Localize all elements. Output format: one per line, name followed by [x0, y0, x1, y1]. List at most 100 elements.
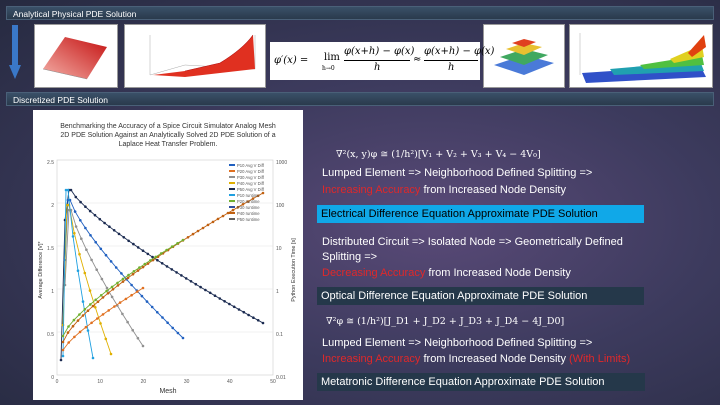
x-axis-label: Mesh: [159, 388, 176, 395]
series-runtime-orange-point: [241, 203, 245, 206]
series-gray-point: [74, 225, 78, 228]
series-dark-point: [88, 209, 92, 213]
legend-entry: P30 runtime: [237, 205, 260, 210]
series-runtime-green-point: [149, 259, 152, 262]
series-runtime-green-point: [83, 308, 87, 311]
legend-swatch: [229, 170, 235, 172]
text-accuracy-2: Decreasing Accuracy from Increased Node …: [322, 267, 571, 279]
series-dark-point: [151, 255, 154, 259]
series-dark-point: [256, 319, 260, 322]
text-distributed-1: Distributed Circuit => Isolated Node => …: [322, 236, 623, 248]
series-runtime-light-point: [124, 297, 128, 301]
series-blue-point: [89, 234, 92, 237]
series-blue-point: [156, 311, 159, 314]
legend-swatch: [229, 164, 235, 166]
series-dark-point: [59, 358, 63, 362]
series-runtime-orange-point: [61, 340, 65, 344]
series-runtime-light-point: [113, 305, 116, 308]
series-runtime-light-point: [118, 301, 122, 304]
legend-entry: P20 Avg V Diff: [237, 169, 265, 174]
series-dark-point: [103, 221, 106, 225]
series-runtime-orange-point: [186, 236, 190, 239]
series-dark-point: [74, 195, 78, 199]
right-tick-label: 0.01: [276, 375, 286, 381]
series-blue-point: [109, 260, 113, 263]
series-lightblue-point: [76, 269, 80, 272]
series-runtime-green-point: [78, 313, 81, 316]
series-blue-point: [150, 305, 154, 309]
series-runtime-orange-point: [236, 205, 240, 209]
laplacian-equation-2: ∇²φ ≅ (1/h²)[J_D1 + J_D2 + J_D3 + J_D4 −…: [326, 316, 565, 327]
series-dark-point: [160, 262, 164, 265]
series-dark-point: [175, 271, 178, 274]
series-dark-point: [69, 188, 73, 192]
right-tick-label: 1: [276, 289, 279, 295]
series-blue-point: [79, 219, 82, 222]
series-dark-point: [237, 308, 241, 311]
series-gray-point: [85, 248, 88, 251]
x-tick-label: 50: [270, 379, 276, 385]
series-runtime-orange-point: [96, 300, 100, 303]
legend-entry: P10 runtime: [237, 193, 260, 198]
series-gray-point: [141, 344, 145, 348]
series-blue-point: [161, 316, 164, 319]
series-dark-point: [204, 288, 207, 292]
series-runtime-green-point: [67, 325, 70, 328]
series-runtime-light-point: [78, 330, 82, 334]
series-blue-point: [94, 240, 97, 244]
series-runtime-green-point: [159, 252, 163, 255]
series-blue-point: [140, 294, 144, 298]
series-blue-point: [99, 247, 103, 251]
series-gray-point: [95, 268, 98, 271]
series-dark-point: [228, 302, 231, 306]
series-lightblue-point: [91, 356, 95, 360]
x-tick-label: 30: [184, 379, 190, 385]
text-lumped-2: Lumped Element => Neighborhood Defined S…: [322, 337, 593, 349]
series-runtime-orange-point: [131, 272, 135, 276]
series-dark-point: [170, 268, 174, 271]
series-runtime-green-point: [127, 273, 130, 277]
series-dark-point: [208, 291, 212, 295]
series-dark-point: [199, 285, 202, 289]
series-runtime-light-point: [84, 325, 88, 329]
series-yellow-point: [104, 337, 108, 341]
series-runtime-light-point: [67, 341, 70, 344]
series-dark-point: [184, 277, 188, 280]
benchmark-chart: Benchmarking the Accuracy of a Spice Cir…: [33, 110, 303, 400]
series-runtime-light-point: [61, 348, 65, 352]
surface-plot-thumbnail-4: [569, 24, 713, 88]
series-dark-point: [247, 313, 250, 317]
series-runtime-light-point: [96, 317, 99, 320]
series-runtime-orange-point: [76, 319, 80, 322]
series-runtime-orange-point: [126, 276, 130, 280]
series-runtime-orange-point: [141, 265, 145, 269]
series-runtime-green-point: [72, 318, 76, 322]
series-yellow-point: [73, 231, 76, 235]
series-gray-point: [136, 336, 140, 340]
series-lightblue-point: [81, 300, 85, 303]
series-gray-point: [100, 277, 104, 281]
header-analytical: Analytical Physical PDE Solution: [6, 6, 714, 20]
series-dark-point: [252, 316, 255, 319]
legend-entry: P50 runtime: [237, 217, 260, 222]
series-dark-point: [136, 246, 140, 249]
x-tick-label: 0: [56, 379, 59, 385]
series-runtime-orange-point: [121, 280, 125, 283]
left-tick-label: 1: [51, 289, 54, 295]
derivative-formula: φ′(x) = lim h→0 φ(x+h) − φ(x) h ≈ φ(x+h)…: [270, 42, 494, 80]
series-dark-point: [223, 300, 226, 303]
series-yellow-point: [65, 203, 69, 207]
series-runtime-orange-point: [261, 191, 265, 195]
x-tick-label: 20: [141, 379, 147, 385]
chart-title: Benchmarking the Accuracy of a Spice Cir…: [60, 123, 276, 148]
series-runtime-green-point: [121, 277, 125, 281]
series-gray-point: [90, 258, 93, 262]
series-runtime-light-point: [90, 321, 93, 325]
series-runtime-green-point: [170, 245, 174, 248]
series-runtime-green-point: [176, 242, 179, 245]
series-runtime-light-point: [141, 286, 145, 290]
series-blue-point: [145, 300, 149, 303]
series-runtime-orange-point: [221, 214, 225, 218]
legend-swatch: [229, 176, 235, 178]
series-gray: [64, 209, 144, 347]
